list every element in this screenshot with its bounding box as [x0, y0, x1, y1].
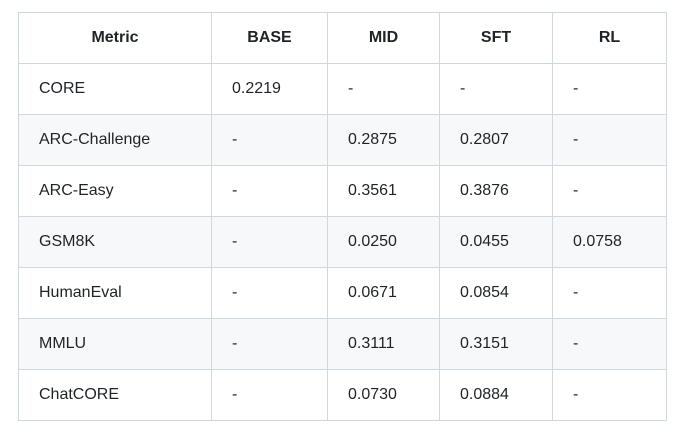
rl-value-cell: -: [552, 318, 667, 370]
table-row: ChatCORE - 0.0730 0.0884 -: [18, 369, 667, 421]
base-value-cell: 0.2219: [211, 63, 328, 115]
rl-value-cell: -: [552, 369, 667, 421]
metric-name-cell: HumanEval: [18, 267, 212, 319]
column-header-mid: MID: [327, 12, 440, 64]
sft-value-cell: 0.0854: [439, 267, 553, 319]
base-value-cell: -: [211, 216, 328, 268]
rl-value-cell: -: [552, 63, 667, 115]
base-value-cell: -: [211, 165, 328, 217]
metrics-table: Metric BASE MID SFT RL CORE 0.2219 - - -…: [18, 12, 667, 421]
base-value-cell: -: [211, 267, 328, 319]
header-row: Metric BASE MID SFT RL: [18, 12, 667, 64]
sft-value-cell: -: [439, 63, 553, 115]
sft-value-cell: 0.3151: [439, 318, 553, 370]
mid-value-cell: -: [327, 63, 440, 115]
table-row: CORE 0.2219 - - -: [18, 63, 667, 115]
mid-value-cell: 0.3561: [327, 165, 440, 217]
metric-name-cell: ARC-Easy: [18, 165, 212, 217]
column-header-rl: RL: [552, 12, 667, 64]
rl-value-cell: -: [552, 165, 667, 217]
metric-name-cell: ARC-Challenge: [18, 114, 212, 166]
column-header-sft: SFT: [439, 12, 553, 64]
metric-name-cell: ChatCORE: [18, 369, 212, 421]
base-value-cell: -: [211, 114, 328, 166]
sft-value-cell: 0.0884: [439, 369, 553, 421]
metric-name-cell: CORE: [18, 63, 212, 115]
table-row: GSM8K - 0.0250 0.0455 0.0758: [18, 216, 667, 268]
mid-value-cell: 0.3111: [327, 318, 440, 370]
sft-value-cell: 0.0455: [439, 216, 553, 268]
mid-value-cell: 0.0730: [327, 369, 440, 421]
mid-value-cell: 0.2875: [327, 114, 440, 166]
sft-value-cell: 0.2807: [439, 114, 553, 166]
table-row: MMLU - 0.3111 0.3151 -: [18, 318, 667, 370]
sft-value-cell: 0.3876: [439, 165, 553, 217]
metric-name-cell: MMLU: [18, 318, 212, 370]
column-header-base: BASE: [211, 12, 328, 64]
column-header-metric: Metric: [18, 12, 212, 64]
metric-name-cell: GSM8K: [18, 216, 212, 268]
rl-value-cell: -: [552, 267, 667, 319]
base-value-cell: -: [211, 369, 328, 421]
table-row: HumanEval - 0.0671 0.0854 -: [18, 267, 667, 319]
table-row: ARC-Challenge - 0.2875 0.2807 -: [18, 114, 667, 166]
base-value-cell: -: [211, 318, 328, 370]
table-row: ARC-Easy - 0.3561 0.3876 -: [18, 165, 667, 217]
mid-value-cell: 0.0250: [327, 216, 440, 268]
mid-value-cell: 0.0671: [327, 267, 440, 319]
rl-value-cell: -: [552, 114, 667, 166]
rl-value-cell: 0.0758: [552, 216, 667, 268]
